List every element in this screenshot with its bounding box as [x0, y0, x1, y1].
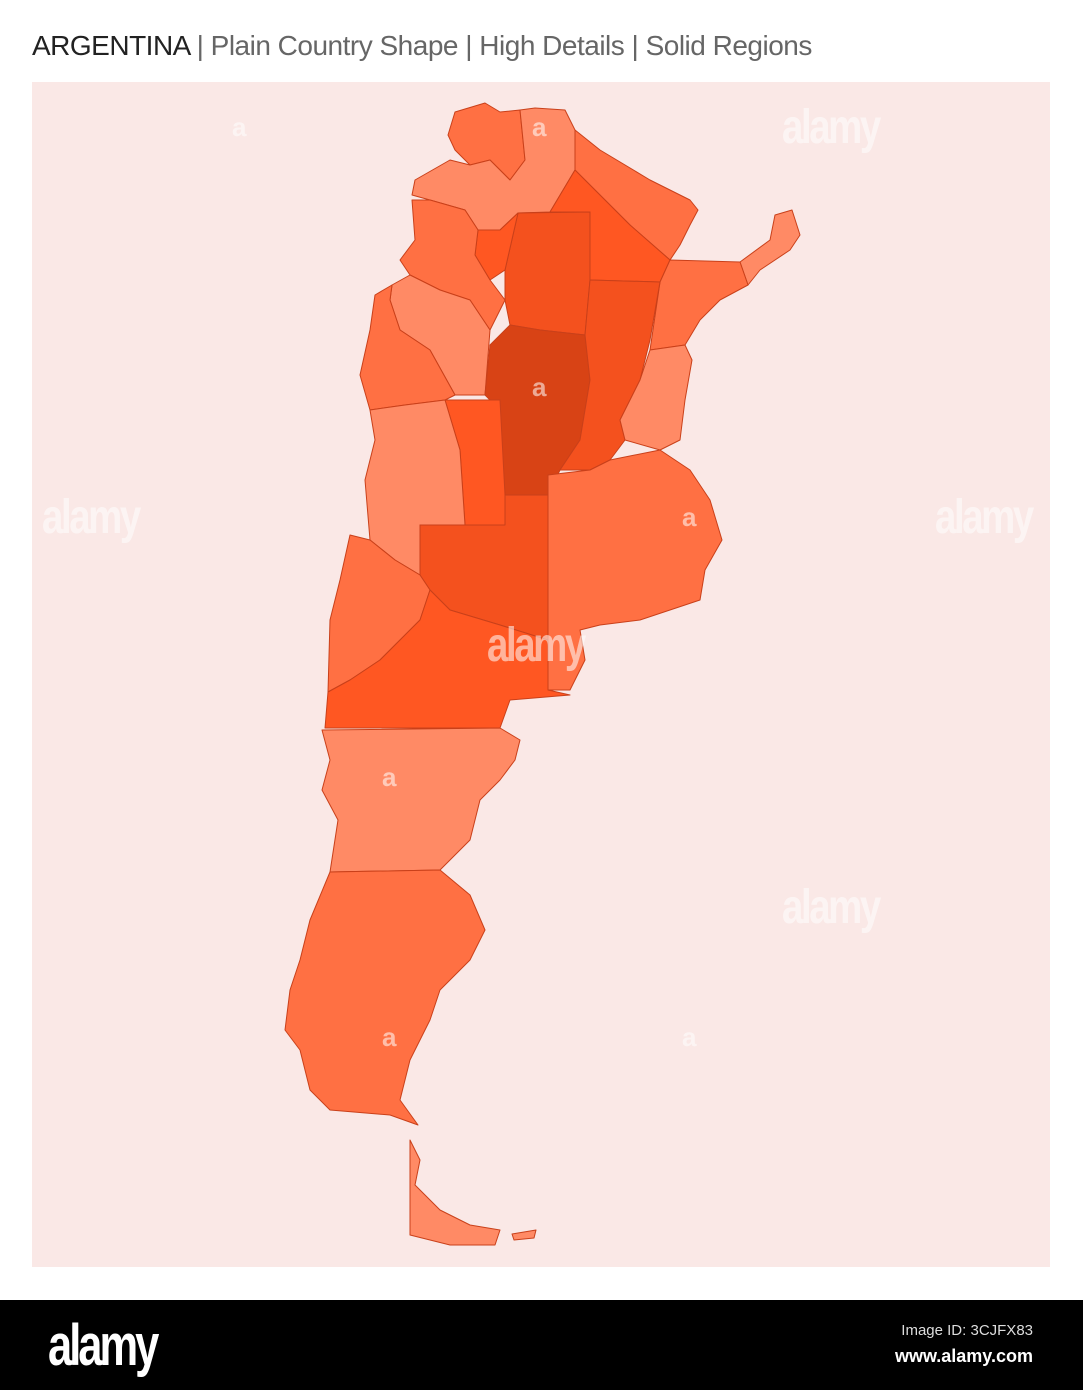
image-id: Image ID: 3CJFX83: [901, 1322, 1033, 1339]
region-catamarca: [399, 199, 506, 331]
region-buenos-aires: [547, 449, 723, 691]
watermark-alamy: alamy: [487, 619, 586, 672]
site-url: www.alamy.com: [894, 1346, 1033, 1366]
region-entre-rios: [619, 344, 693, 451]
watermark-a: a: [382, 762, 397, 792]
country-name: ARGENTINA: [32, 30, 190, 61]
region-santiago-del-estero: [504, 211, 591, 336]
watermark-a: a: [382, 1022, 397, 1052]
region-islands: [511, 1229, 537, 1241]
watermark-alamy: alamy: [782, 101, 881, 154]
watermark-a: a: [682, 1022, 697, 1052]
region-tierra-del-fuego: [409, 1139, 501, 1246]
watermark-a: a: [532, 372, 547, 402]
watermark-a: a: [682, 502, 697, 532]
watermark-a: a: [532, 112, 547, 142]
map-title: ARGENTINA | Plain Country Shape | High D…: [32, 30, 812, 62]
region-misiones: [739, 209, 801, 286]
region-rio-negro: [324, 589, 571, 729]
watermark-alamy: alamy: [935, 491, 1034, 544]
region-corrientes: [649, 259, 749, 351]
region-chubut: [321, 727, 521, 873]
region-san-juan: [359, 284, 456, 411]
watermark-alamy: alamy: [42, 491, 141, 544]
watermark-alamy: alamy: [782, 881, 881, 934]
watermark-a: a: [232, 112, 247, 142]
footer-bar: alamy Image ID: 3CJFX83 www.alamy.com: [0, 1300, 1083, 1390]
alamy-logo: alamy: [48, 1313, 159, 1378]
region-santa-cruz: [284, 869, 486, 1126]
map-subtitle: | Plain Country Shape | High Details | S…: [189, 30, 813, 61]
